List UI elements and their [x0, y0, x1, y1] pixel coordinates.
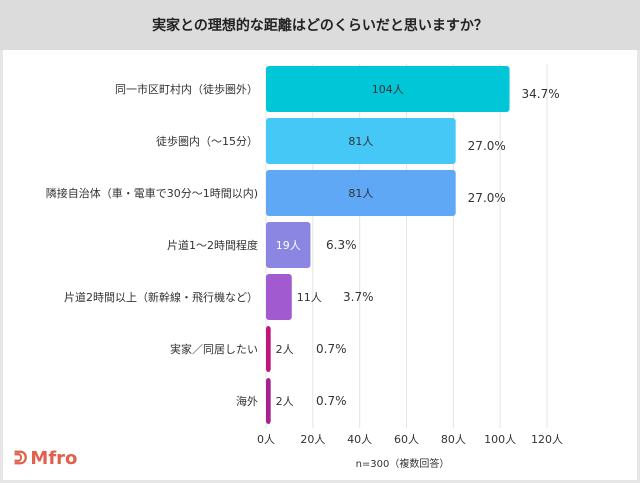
hand-icon: ᕲ [14, 448, 28, 469]
percent-label: 27.0% [468, 191, 506, 205]
bar [266, 274, 292, 320]
x-tick-label: 80人 [441, 433, 466, 446]
category-label: 片道1〜2時間程度 [167, 238, 258, 252]
bar [266, 222, 311, 268]
percent-label: 34.7% [522, 87, 560, 101]
bar [266, 378, 271, 424]
bar [266, 66, 510, 112]
percent-label: 27.0% [468, 139, 506, 153]
x-tick-label: 120人 [531, 433, 563, 446]
value-label: 81人 [348, 135, 373, 148]
percent-label: 3.7% [343, 290, 374, 304]
category-label: 徒歩圏内（〜15分） [156, 134, 258, 148]
value-label: 104人 [372, 83, 404, 96]
bar [266, 326, 271, 372]
value-label: 19人 [276, 239, 301, 252]
value-label: 2人 [276, 395, 294, 408]
logo-text: Mfro [30, 448, 78, 469]
bar [266, 170, 456, 216]
category-label: 実家／同居したい [170, 342, 258, 356]
chart-title: 実家との理想的な距離はどのくらいだと思いますか？ [0, 0, 640, 50]
category-label: 海外 [236, 394, 258, 408]
mfro-logo: ᕲ Mfro [14, 448, 77, 469]
category-label: 同一市区町村内（徒歩圏外） [115, 82, 258, 96]
category-label: 隣接自治体（車・電車で30分〜1時間以内) [46, 186, 258, 200]
percent-label: 6.3% [326, 238, 357, 252]
x-tick-label: 40人 [347, 433, 372, 446]
x-tick-label: 0人 [257, 433, 275, 446]
x-tick-label: 60人 [394, 433, 419, 446]
sample-note: n=300（複数回答） [355, 459, 450, 470]
bar [266, 118, 456, 164]
percent-label: 0.7% [316, 342, 347, 356]
value-label: 2人 [276, 343, 294, 356]
percent-label: 0.7% [316, 394, 347, 408]
x-tick-label: 100人 [484, 433, 516, 446]
x-tick-label: 20人 [300, 433, 325, 446]
category-label: 片道2時間以上（新幹線・飛行機など） [64, 290, 258, 304]
value-label: 81人 [348, 187, 373, 200]
value-label: 11人 [297, 291, 322, 304]
